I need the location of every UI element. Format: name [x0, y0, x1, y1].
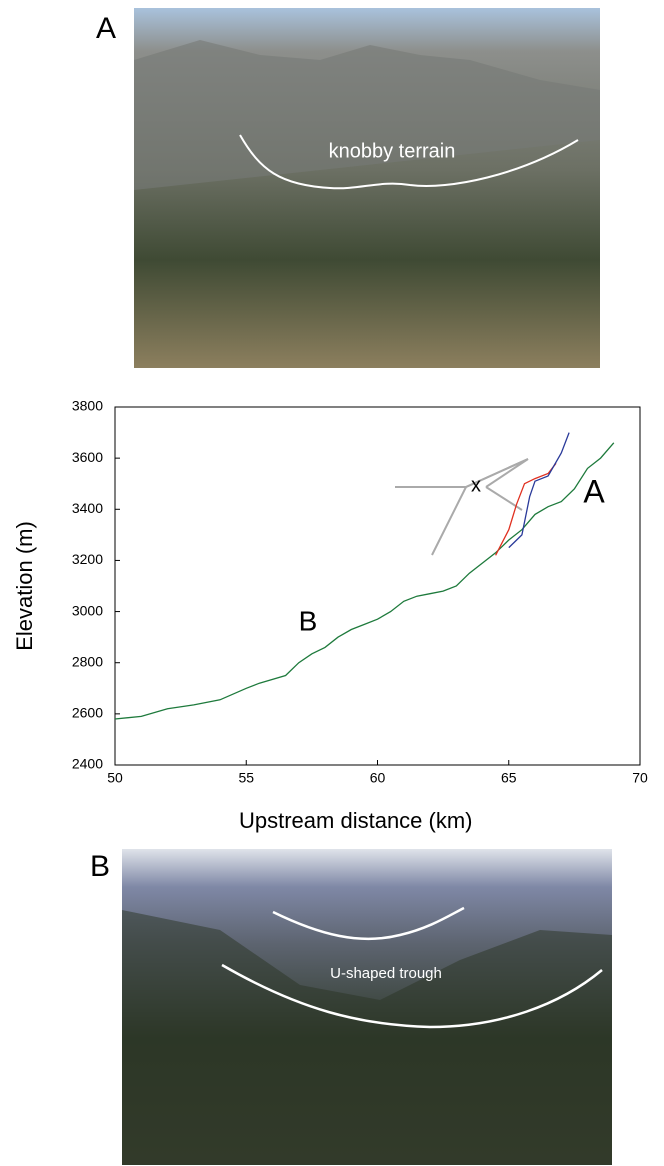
- x-tick-label: 55: [238, 770, 254, 786]
- valley: [122, 910, 612, 1165]
- outline: [272, 906, 465, 941]
- x-tick-label: 50: [107, 770, 123, 786]
- y-axis-label: Elevation (m): [12, 521, 37, 651]
- data-line: [508, 432, 570, 549]
- y-tick-label: 3000: [72, 602, 103, 618]
- annotation: A: [583, 473, 605, 509]
- y-tick-label: 2800: [72, 653, 103, 669]
- x-tick-label: 60: [370, 770, 386, 786]
- y-tick-label: 3200: [72, 551, 103, 567]
- annotation: B: [299, 605, 318, 636]
- data-line: [114, 442, 615, 720]
- x-axis-label: Upstream distance (km): [239, 808, 473, 833]
- x-tick-label: 70: [632, 770, 648, 786]
- data-line: [495, 462, 557, 556]
- chart: Upstream distance (km) Elevation (m) 50 5…: [12, 398, 648, 833]
- plot-frame: [114, 406, 641, 766]
- y-tick-label: 3800: [72, 398, 103, 414]
- panel-label: A: [96, 12, 116, 45]
- outline: [221, 963, 603, 1029]
- annotation: x: [471, 474, 481, 496]
- y-tick-label: 3400: [72, 500, 103, 516]
- pointer: [395, 458, 529, 556]
- y-tick-label: 3600: [72, 449, 103, 465]
- x-tick-label: 65: [501, 770, 517, 786]
- y-tick-label: 2600: [72, 705, 103, 721]
- photo-caption: knobby terrain: [329, 140, 456, 162]
- outline: [239, 134, 579, 190]
- y-tick-label: 2400: [72, 756, 103, 772]
- panel-label: B: [90, 850, 110, 883]
- photo-caption: U-shaped trough: [330, 965, 442, 982]
